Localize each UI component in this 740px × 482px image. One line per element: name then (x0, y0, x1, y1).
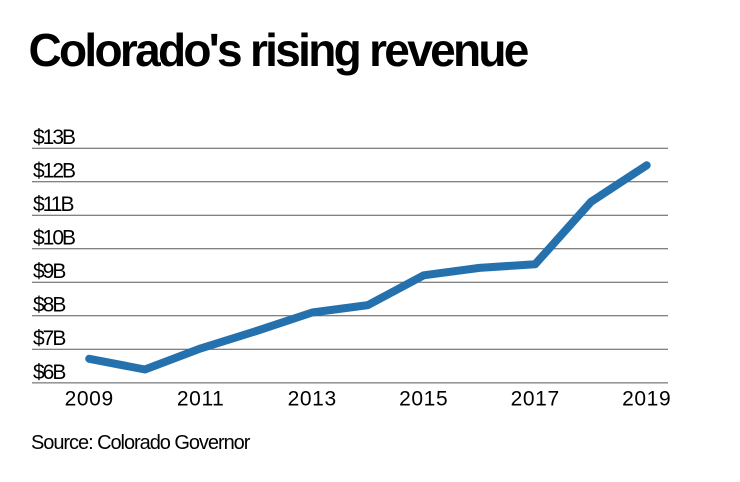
svg-text:2019: 2019 (622, 387, 671, 410)
svg-text:2015: 2015 (399, 387, 448, 410)
svg-text:$7B: $7B (33, 327, 65, 350)
svg-text:$13B: $13B (33, 126, 75, 149)
svg-text:2009: 2009 (65, 388, 114, 411)
svg-text:$10B: $10B (33, 227, 75, 250)
svg-text:2017: 2017 (511, 387, 560, 410)
svg-text:2011: 2011 (177, 387, 225, 410)
svg-text:$8B: $8B (33, 294, 65, 317)
svg-text:$12B: $12B (33, 160, 75, 183)
svg-text:$6B: $6B (33, 361, 65, 384)
svg-text:$9B: $9B (33, 260, 65, 283)
svg-text:$11B: $11B (33, 193, 73, 216)
svg-text:2013: 2013 (288, 387, 337, 410)
